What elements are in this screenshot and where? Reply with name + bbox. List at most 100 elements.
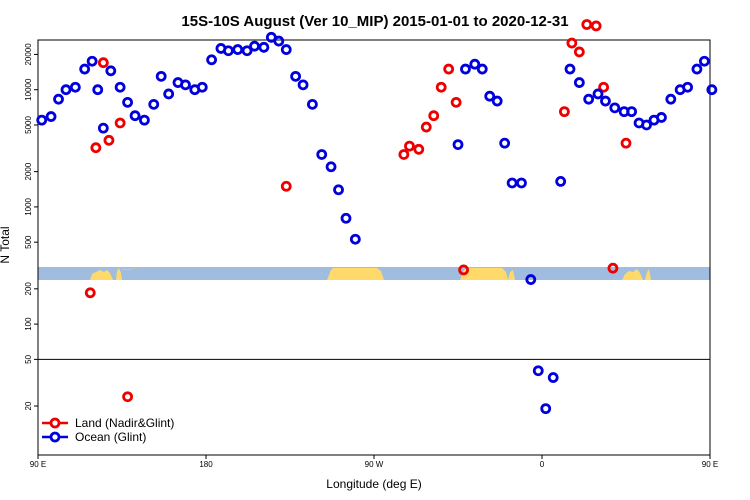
y-tick-label: 500 — [24, 235, 33, 249]
data-point — [36, 114, 48, 126]
data-point — [122, 96, 133, 108]
data-point — [306, 98, 318, 110]
data-point — [581, 19, 593, 30]
y-tick-label: 20 — [24, 401, 33, 410]
land-shape — [460, 268, 508, 280]
y-tick-label: 20000 — [24, 43, 33, 66]
data-point — [566, 37, 578, 49]
data-point — [656, 112, 667, 123]
data-point — [525, 274, 537, 285]
data-point — [428, 110, 440, 122]
data-point — [404, 140, 415, 152]
data-point — [316, 149, 328, 160]
data-point — [122, 391, 133, 403]
data-point — [691, 63, 703, 75]
data-point — [499, 137, 511, 149]
data-point — [450, 96, 462, 108]
data-point — [92, 84, 104, 96]
series-points — [36, 31, 718, 415]
legend: Land (Nadir&Glint)Ocean (Glint) — [42, 416, 174, 444]
data-point — [290, 70, 302, 82]
data-point — [249, 40, 260, 52]
data-point — [273, 35, 285, 47]
data-point — [103, 134, 115, 146]
land-shape — [645, 269, 651, 280]
x-tick-label: 180 — [199, 460, 213, 469]
y-tick-label: 1000 — [24, 197, 33, 215]
series-points — [84, 19, 632, 403]
data-point — [682, 81, 693, 93]
data-point — [491, 95, 503, 107]
y-tick-label: 10000 — [24, 78, 33, 101]
data-point — [60, 84, 72, 96]
data-point — [665, 93, 677, 105]
data-point — [105, 65, 117, 77]
data-point — [79, 63, 91, 75]
data-point — [97, 57, 109, 69]
data-point — [53, 93, 64, 105]
data-point — [45, 111, 57, 122]
data-point — [516, 177, 527, 189]
x-tick-label: 90 E — [702, 460, 718, 469]
data-point — [476, 63, 488, 75]
data-point — [564, 63, 576, 75]
data-point — [349, 233, 361, 245]
y-axis-label: N Total — [0, 226, 12, 263]
legend-entry: Ocean (Glint) — [75, 430, 146, 444]
land-shape — [327, 268, 384, 280]
data-point — [280, 44, 292, 55]
data-point — [598, 81, 609, 93]
data-point — [129, 110, 141, 122]
data-point — [600, 95, 611, 107]
data-point — [435, 81, 447, 93]
data-point — [460, 63, 471, 75]
data-point — [90, 142, 102, 154]
data-point — [547, 372, 559, 383]
legend-marker — [49, 417, 61, 429]
data-point — [163, 88, 175, 100]
chart-title: 15S-10S August (Ver 10_MIP) 2015-01-01 t… — [181, 13, 568, 30]
data-point — [555, 176, 567, 187]
y-tick-label: 2000 — [24, 162, 33, 180]
data-point — [280, 180, 292, 192]
y-tick-label: 50 — [24, 354, 33, 363]
terrain-band — [38, 267, 710, 280]
data-point — [114, 117, 126, 129]
data-point — [452, 139, 464, 151]
data-point — [148, 98, 160, 110]
data-point — [340, 212, 352, 224]
data-point — [333, 184, 344, 196]
data-point — [592, 88, 604, 100]
data-point — [458, 264, 470, 276]
data-point — [84, 287, 96, 299]
data-point — [699, 55, 710, 67]
data-point — [607, 262, 619, 274]
data-point — [583, 93, 595, 105]
x-tick-label: 0 — [540, 460, 545, 469]
land-shape — [508, 270, 515, 280]
data-point — [590, 20, 602, 32]
land-shape — [90, 270, 113, 280]
y-tick-label: 5000 — [24, 116, 33, 134]
data-point — [97, 122, 109, 134]
data-point — [86, 55, 98, 67]
data-point — [222, 45, 234, 57]
x-axis-label: Longitude (deg E) — [326, 477, 421, 491]
y-tick-label: 200 — [24, 282, 33, 296]
data-point — [232, 44, 244, 55]
data-point — [443, 63, 455, 75]
data-point — [559, 106, 570, 118]
data-point — [706, 84, 718, 96]
data-point — [532, 365, 544, 377]
data-point — [398, 149, 410, 160]
data-point — [155, 70, 167, 82]
data-point — [469, 58, 481, 70]
land-shape — [116, 268, 122, 280]
data-point — [138, 114, 150, 126]
data-points — [36, 19, 718, 415]
x-tick-label: 90 W — [365, 460, 384, 469]
data-point — [626, 106, 637, 118]
data-point — [540, 403, 552, 415]
